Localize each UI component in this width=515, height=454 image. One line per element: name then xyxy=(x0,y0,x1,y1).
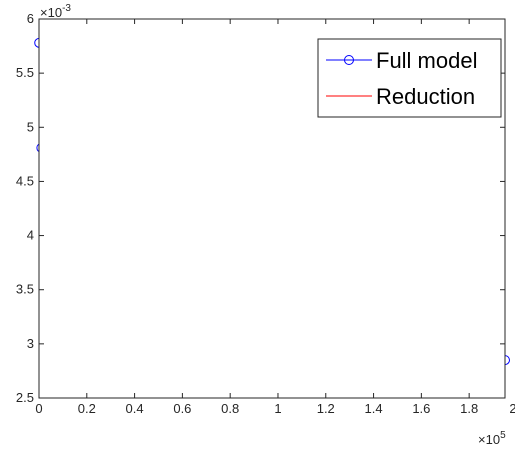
x-tick-label: 1.8 xyxy=(460,401,478,416)
x-tick-label: 1.4 xyxy=(365,401,383,416)
y-axis-exponent: ×10-3 xyxy=(40,3,71,20)
svg-text:×10-3: ×10-3 xyxy=(40,3,71,20)
y-tick-label: 3.5 xyxy=(16,282,34,297)
legend-box xyxy=(317,38,502,118)
y-tick-label: 2.5 xyxy=(16,390,34,405)
y-tick-label: 4 xyxy=(27,228,34,243)
x-tick-label: 0.2 xyxy=(78,401,96,416)
svg-text:×105: ×105 xyxy=(478,430,506,447)
x-tick-label: 2 xyxy=(509,401,515,416)
legend-label: Reduction xyxy=(376,84,475,109)
y-tick-label: 3 xyxy=(27,336,34,351)
x-tick-label: 0.6 xyxy=(173,401,191,416)
legend-label: Full model xyxy=(376,48,477,73)
x-tick-label: 1 xyxy=(274,401,281,416)
y-tick-label: 6 xyxy=(27,11,34,26)
y-tick-label: 4.5 xyxy=(16,173,34,188)
x-tick-label: 1.2 xyxy=(317,401,335,416)
x-tick-label: 0.8 xyxy=(221,401,239,416)
x-tick-label: 0 xyxy=(35,401,42,416)
x-tick-label: 0.4 xyxy=(126,401,144,416)
legend-marker xyxy=(344,55,354,65)
x-tick-label: 1.6 xyxy=(412,401,430,416)
x-axis-exponent: ×105 xyxy=(478,430,506,447)
y-tick-label: 5 xyxy=(27,119,34,134)
y-tick-label: 5.5 xyxy=(16,65,34,80)
legend: Full model Reduction xyxy=(317,38,502,118)
